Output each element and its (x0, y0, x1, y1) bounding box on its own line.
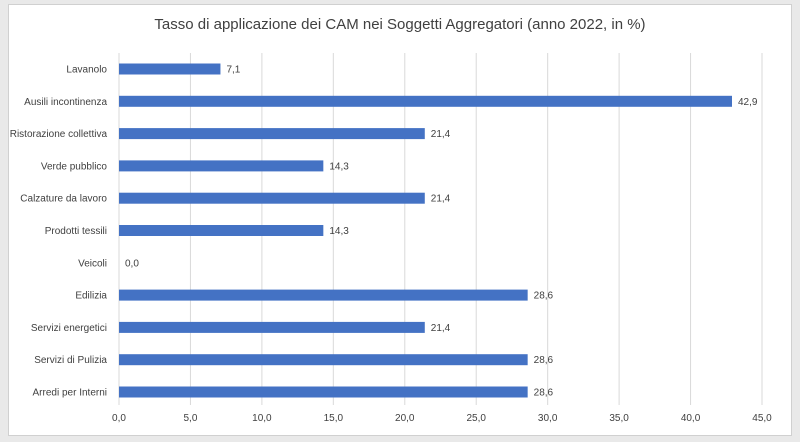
category-label: Ausili incontinenza (24, 97, 107, 108)
value-label: 0,0 (125, 258, 139, 269)
value-label: 28,6 (534, 355, 554, 366)
category-label: Verde pubblico (41, 161, 108, 172)
value-label: 21,4 (431, 129, 451, 140)
x-tick-label: 5,0 (183, 413, 197, 424)
bar (119, 321, 425, 333)
bars (119, 63, 732, 398)
value-labels: 7,1 42,9 21,4 14,3 21,4 14,3 0,0 28,6 21,4 28,6 28… (125, 65, 758, 399)
bar (119, 289, 528, 301)
value-label: 21,4 (431, 323, 451, 334)
value-label: 42,9 (738, 97, 758, 108)
x-tick-labels: 0,0 5,0 10,0 15,0 20,0 25,0 30,0 35,0 40,0 45,0 (112, 413, 772, 424)
x-tick-label: 45,0 (752, 413, 772, 424)
value-label: 28,6 (534, 291, 554, 302)
category-label: Veicoli (78, 258, 107, 269)
value-label: 28,6 (534, 388, 554, 399)
category-label: Prodotti tessili (45, 226, 107, 237)
bar (119, 128, 425, 140)
bar (119, 160, 324, 172)
bar (119, 192, 425, 204)
value-label: 21,4 (431, 194, 451, 205)
category-label: Ristorazione collettiva (10, 129, 108, 140)
bar (119, 354, 528, 366)
category-label: Servizi di Pulizia (34, 355, 107, 366)
bar (119, 63, 221, 75)
x-tick-label: 30,0 (538, 413, 558, 424)
x-tick-label: 35,0 (609, 413, 629, 424)
category-label: Calzature da lavoro (20, 194, 107, 205)
category-label: Servizi energetici (31, 323, 107, 334)
x-tick-label: 25,0 (466, 413, 486, 424)
x-tick-label: 10,0 (252, 413, 272, 424)
x-tick-label: 20,0 (395, 413, 415, 424)
category-label: Edilizia (75, 291, 107, 302)
bar (119, 225, 324, 236)
category-label: Arredi per Interni (33, 388, 107, 399)
chart-title: Tasso di applicazione dei CAM nei Sogget… (154, 16, 646, 33)
x-tick-label: 0,0 (112, 413, 126, 424)
value-label: 14,3 (329, 226, 349, 237)
bar (119, 386, 528, 398)
bar (119, 95, 732, 107)
category-labels: Lavanolo Ausili incontinenza Ristorazione … (10, 65, 108, 399)
value-label: 7,1 (226, 65, 240, 76)
x-tick-label: 40,0 (681, 413, 701, 424)
value-label: 14,3 (329, 161, 349, 172)
x-tick-label: 15,0 (324, 413, 344, 424)
category-label: Lavanolo (66, 65, 107, 76)
